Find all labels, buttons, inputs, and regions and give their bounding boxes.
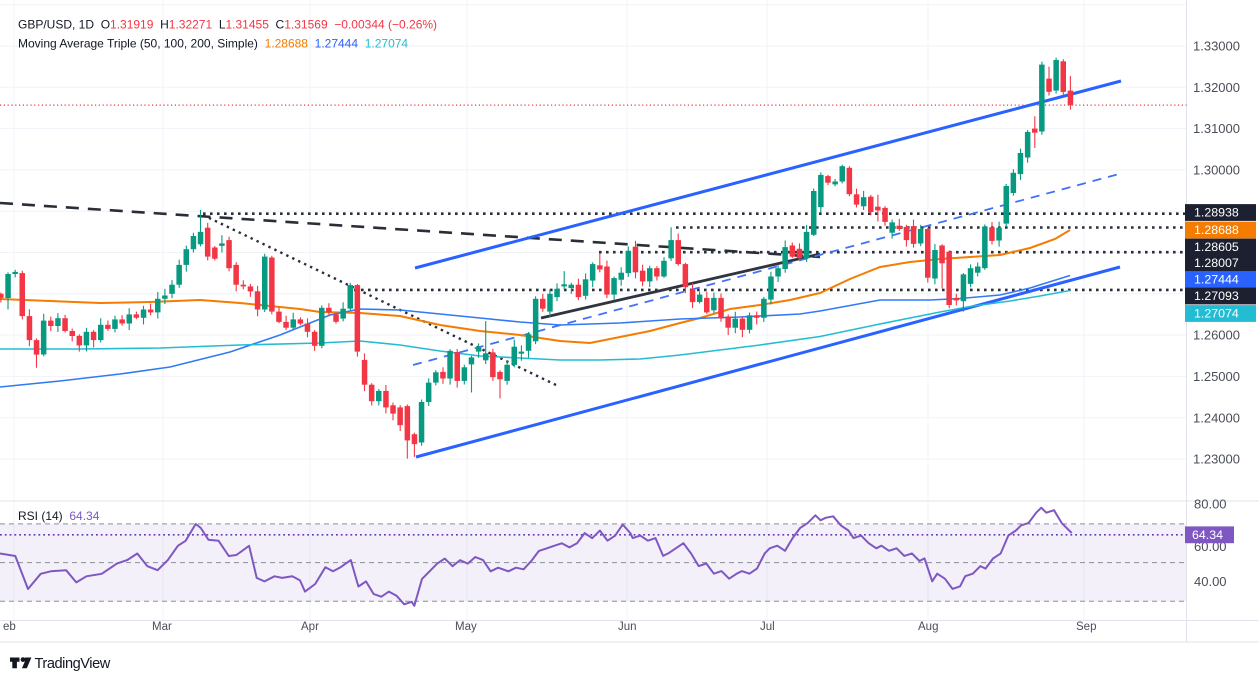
svg-text:Jun: Jun bbox=[618, 621, 637, 633]
svg-text:1.27444: 1.27444 bbox=[1194, 273, 1239, 287]
svg-text:1.23000: 1.23000 bbox=[1193, 452, 1240, 467]
svg-text:1.28605: 1.28605 bbox=[1194, 240, 1239, 254]
svg-text:RSI (14) 64.34: RSI (14) 64.34 bbox=[18, 509, 100, 523]
svg-text:eb: eb bbox=[3, 621, 16, 633]
svg-text:1.27093: 1.27093 bbox=[1194, 289, 1239, 303]
svg-text:Sep: Sep bbox=[1076, 621, 1096, 633]
svg-text:1.32000: 1.32000 bbox=[1193, 80, 1240, 95]
svg-text:64.34: 64.34 bbox=[1192, 528, 1223, 542]
svg-text:Apr: Apr bbox=[301, 621, 319, 633]
svg-text:TradingView: TradingView bbox=[35, 656, 111, 672]
svg-text:GBP/USD, 1D O1.31919 H1.3227: GBP/USD, 1D O1.31919 H1.32271 L1.31455 C… bbox=[18, 18, 437, 32]
svg-text:Aug: Aug bbox=[918, 621, 938, 633]
svg-text:Mar: Mar bbox=[152, 621, 172, 633]
svg-text:1.31000: 1.31000 bbox=[1193, 121, 1240, 136]
svg-text:1.33000: 1.33000 bbox=[1193, 39, 1240, 54]
svg-text:1.28007: 1.28007 bbox=[1194, 256, 1239, 270]
svg-text:Jul: Jul bbox=[760, 621, 775, 633]
svg-text:1.28688: 1.28688 bbox=[1194, 223, 1239, 237]
svg-text:May: May bbox=[455, 621, 477, 633]
svg-text:1.26000: 1.26000 bbox=[1193, 328, 1240, 343]
svg-text:Moving Average Triple (50, 100: Moving Average Triple (50, 100, 200, Sim… bbox=[18, 37, 408, 51]
svg-text:1.27074: 1.27074 bbox=[1194, 307, 1239, 321]
svg-text:40.00: 40.00 bbox=[1194, 574, 1227, 589]
svg-text:80.00: 80.00 bbox=[1194, 497, 1227, 512]
svg-text:1.25000: 1.25000 bbox=[1193, 369, 1240, 384]
svg-text:1.30000: 1.30000 bbox=[1193, 163, 1240, 178]
svg-text:1.24000: 1.24000 bbox=[1193, 410, 1240, 425]
svg-text:1.28938: 1.28938 bbox=[1194, 206, 1239, 220]
